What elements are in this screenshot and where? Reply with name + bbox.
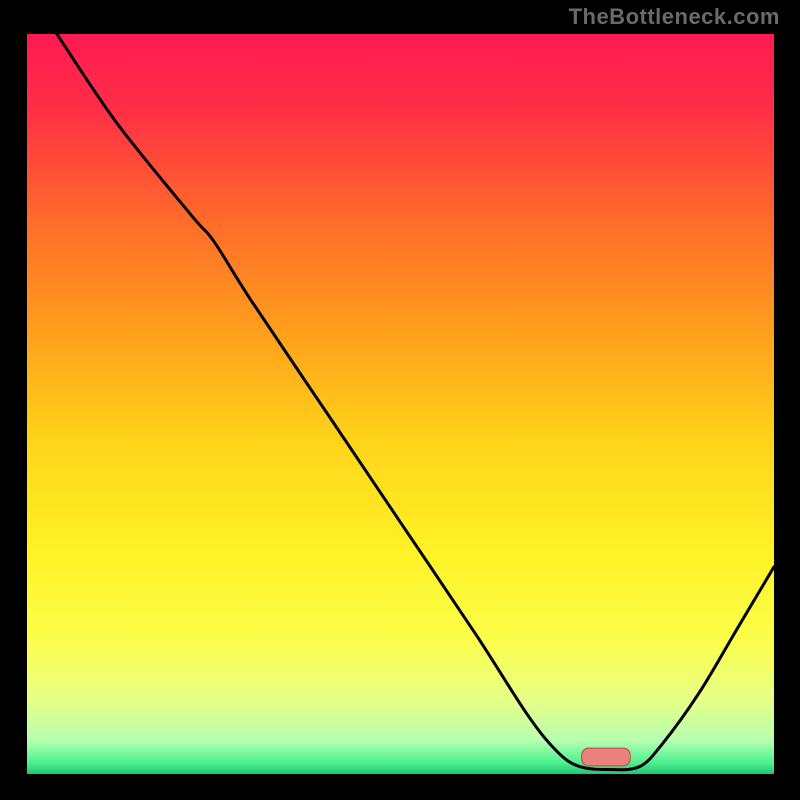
optimal-marker (582, 748, 631, 766)
plot-area (27, 34, 774, 774)
attribution-label: TheBottleneck.com (569, 4, 780, 30)
chart-frame: TheBottleneck.com (0, 0, 800, 800)
chart-svg (27, 34, 774, 774)
gradient-background (27, 34, 774, 774)
